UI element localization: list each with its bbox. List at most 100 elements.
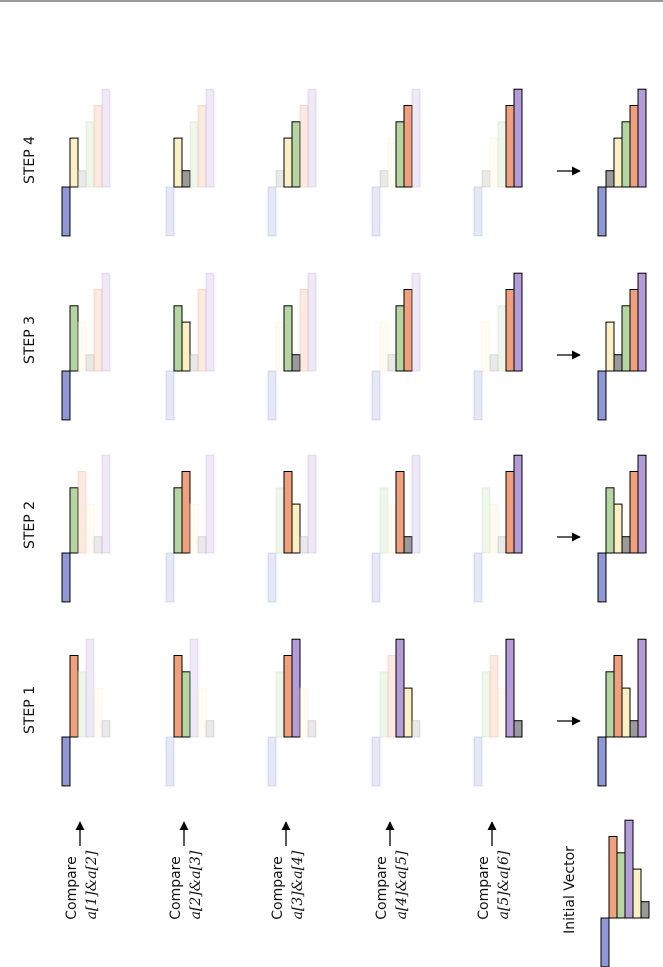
- bar: [613, 655, 623, 738]
- bar: [101, 720, 111, 738]
- bar: [379, 671, 389, 738]
- bar: [629, 105, 639, 188]
- bar: [267, 186, 277, 237]
- compare-pair: a[1]&a[2]: [84, 850, 100, 919]
- step-label: STEP 4: [22, 136, 38, 184]
- bar: [387, 503, 397, 554]
- bar: [403, 289, 413, 372]
- bar: [61, 736, 71, 787]
- compare-pair: a[4]&a[5]: [394, 850, 410, 919]
- bar: [637, 272, 647, 372]
- bar: [267, 370, 277, 421]
- bar: [197, 289, 207, 372]
- bar: [621, 536, 631, 554]
- bar: [513, 88, 523, 188]
- bar: [165, 370, 175, 421]
- bar: [637, 88, 647, 188]
- bar: [489, 503, 499, 554]
- bar: [395, 638, 405, 738]
- bar: [291, 503, 301, 554]
- bar: [77, 471, 87, 554]
- bar: [173, 137, 183, 188]
- bar: [629, 289, 639, 372]
- bar: [77, 321, 87, 372]
- bar: [621, 305, 631, 372]
- bar: [497, 121, 507, 188]
- bar: [513, 720, 523, 738]
- bar: [597, 186, 607, 237]
- bar: [101, 272, 111, 372]
- bar: [513, 454, 523, 554]
- bar: [307, 88, 317, 188]
- bar: [395, 121, 405, 188]
- bar: [624, 819, 634, 919]
- bar: [411, 88, 421, 188]
- bar: [613, 503, 623, 554]
- bar: [165, 186, 175, 237]
- bar: [371, 370, 381, 421]
- bar: [505, 638, 515, 738]
- bar: [197, 536, 207, 554]
- bar: [283, 655, 293, 738]
- bar: [371, 552, 381, 603]
- bar: [411, 272, 421, 372]
- bar: [489, 354, 499, 372]
- step-label: STEP 2: [22, 501, 38, 549]
- bar: [371, 736, 381, 787]
- bar: [403, 687, 413, 738]
- bar: [637, 638, 647, 738]
- bar: [505, 289, 515, 372]
- bar: [387, 137, 397, 188]
- bar: [307, 272, 317, 372]
- bar: [505, 471, 515, 554]
- bar: [505, 105, 515, 188]
- bar: [395, 471, 405, 554]
- bar: [85, 638, 95, 738]
- bar: [69, 137, 79, 188]
- bar: [307, 720, 317, 738]
- bar: [637, 454, 647, 554]
- bar: [605, 487, 615, 554]
- bar: [93, 536, 103, 554]
- bar: [165, 552, 175, 603]
- bar: [61, 186, 71, 237]
- bar: [605, 321, 615, 372]
- bar: [267, 552, 277, 603]
- compare-word: Compare: [168, 856, 184, 920]
- bar: [181, 170, 191, 188]
- bar: [85, 121, 95, 188]
- bar: [299, 687, 309, 738]
- bar: [489, 655, 499, 738]
- bar: [473, 736, 483, 787]
- bar: [497, 687, 507, 738]
- bar: [473, 552, 483, 603]
- compare-pair: a[3]&a[4]: [290, 850, 306, 919]
- bar: [61, 552, 71, 603]
- bar: [613, 354, 623, 372]
- bar: [267, 736, 277, 787]
- bar: [205, 272, 215, 372]
- bar: [69, 655, 79, 738]
- bar: [197, 105, 207, 188]
- bar: [379, 170, 389, 188]
- bar: [283, 305, 293, 372]
- bar: [291, 638, 301, 738]
- bar: [640, 901, 650, 919]
- bar: [189, 354, 199, 372]
- bar: [597, 552, 607, 603]
- bar: [101, 454, 111, 554]
- bar: [513, 272, 523, 372]
- bar: [613, 137, 623, 188]
- bar: [403, 536, 413, 554]
- bar: [481, 170, 491, 188]
- compare-word: Compare: [476, 856, 492, 920]
- bar: [173, 305, 183, 372]
- bar: [608, 836, 618, 919]
- bar: [85, 503, 95, 554]
- bar: [197, 687, 207, 738]
- bar: [61, 370, 71, 421]
- bar: [600, 917, 610, 967]
- bar: [93, 289, 103, 372]
- compare-pair: a[2]&a[3]: [188, 850, 204, 919]
